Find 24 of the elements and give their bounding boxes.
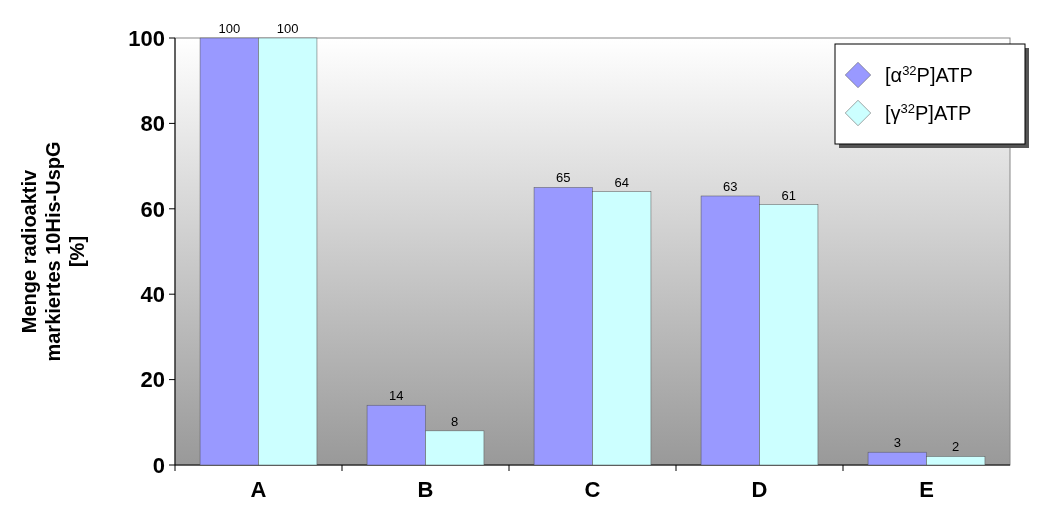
x-tick-label: B <box>417 477 434 502</box>
x-tick-label: C <box>584 477 601 502</box>
data-label: 8 <box>451 413 459 429</box>
y-axis-title: Menge radioaktiv markiertes 10His-UspG [%] <box>18 141 88 362</box>
y-tick-label: 60 <box>140 196 165 222</box>
y-tick-label: 100 <box>128 25 165 51</box>
y-tick-label: 40 <box>140 281 165 307</box>
legend-label: [γ$^{32}$P]ATP <box>885 100 972 124</box>
data-label: 3 <box>893 435 901 451</box>
data-label: 64 <box>614 174 629 190</box>
data-label: 14 <box>389 388 404 404</box>
x-tick-label: D <box>751 477 768 502</box>
legend-label: [α$^{32}$P]ATP <box>885 62 973 86</box>
data-label: 100 <box>276 21 299 36</box>
y-tick-label: 0 <box>152 452 165 478</box>
x-tick-label: E <box>919 477 934 502</box>
y-tick-label: 20 <box>140 367 165 393</box>
data-label: 100 <box>218 21 241 36</box>
data-label: 65 <box>556 170 571 186</box>
x-tick-label: A <box>250 477 267 502</box>
data-label: 61 <box>781 187 796 203</box>
data-label: 63 <box>723 178 738 194</box>
y-tick-label: 80 <box>140 111 165 137</box>
data-label: 2 <box>952 439 960 455</box>
